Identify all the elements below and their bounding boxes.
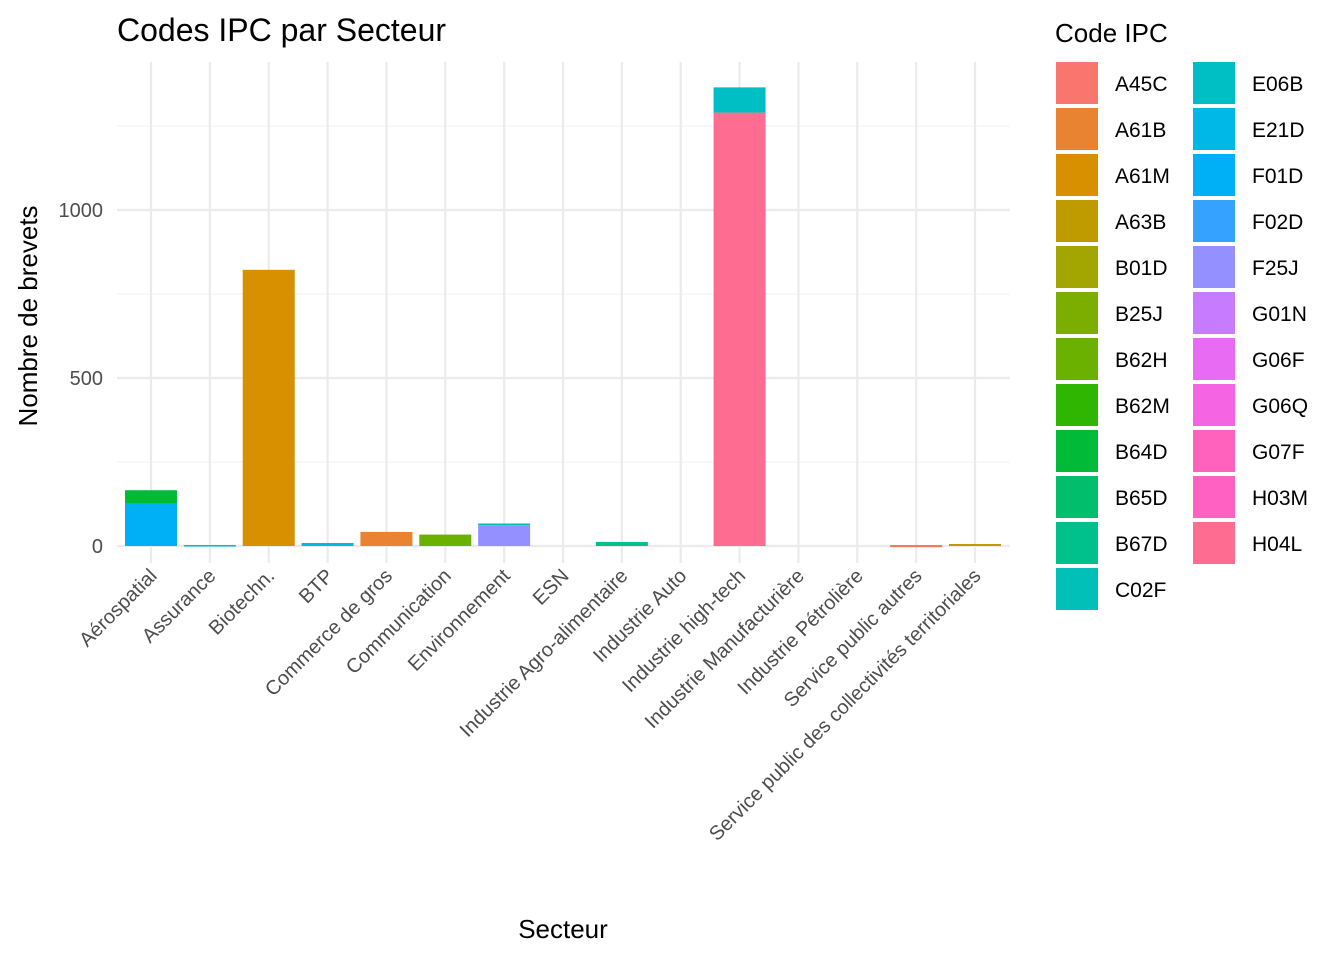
- legend-label: A63B: [1115, 211, 1166, 234]
- legend-key: [1193, 246, 1235, 288]
- legend-label: B64D: [1115, 441, 1168, 464]
- legend-label: H04L: [1252, 533, 1302, 556]
- legend-key: [1193, 200, 1235, 242]
- legend-label: G07F: [1252, 441, 1305, 464]
- legend-key: [1056, 476, 1098, 518]
- legend-label: G06F: [1252, 349, 1305, 372]
- legend-key: [1193, 476, 1235, 518]
- y-tick-label: 1000: [59, 200, 104, 222]
- legend-label: F01D: [1252, 165, 1303, 188]
- x-tick-label: BTP: [295, 565, 338, 608]
- legend-label: G06Q: [1252, 395, 1308, 418]
- legend-key: [1193, 154, 1235, 196]
- legend-title: Code IPC: [1055, 18, 1168, 48]
- legend-label: E21D: [1252, 119, 1305, 142]
- bar-segment: [360, 531, 413, 546]
- bar-segment: [125, 502, 177, 546]
- x-tick-label: Communication: [342, 565, 456, 679]
- legend-label: F25J: [1252, 257, 1299, 280]
- bars: [125, 87, 1001, 548]
- y-axis-ticks: 0 500 1000: [59, 200, 104, 558]
- bar-segment: [595, 541, 648, 546]
- bar-segment: [890, 544, 943, 547]
- x-axis-title: Secteur: [518, 914, 608, 944]
- x-tick-label: Service public des collectivités territo…: [705, 565, 985, 845]
- bar-segment: [419, 534, 472, 546]
- chart-title: Codes IPC par Secteur: [117, 12, 446, 48]
- grid: [117, 62, 1010, 563]
- legend-label: A45C: [1115, 73, 1168, 96]
- legend-key: [1193, 62, 1235, 104]
- legend-key: [1056, 522, 1098, 564]
- bar-segment: [125, 490, 177, 503]
- legend-label: B25J: [1115, 303, 1163, 326]
- legend-label: B62H: [1115, 349, 1168, 372]
- y-tick-label: 0: [92, 536, 103, 558]
- legend-label: C02F: [1115, 579, 1166, 602]
- legend-label: B01D: [1115, 257, 1168, 280]
- bar-segment: [713, 112, 766, 546]
- legend-key: [1193, 522, 1235, 564]
- legend-key: [1056, 154, 1098, 196]
- x-tick-label: ESN: [529, 565, 574, 610]
- legend-key: [1056, 62, 1098, 104]
- legend-key: [1193, 384, 1235, 426]
- legend-label: A61M: [1115, 165, 1170, 188]
- legend-label: B62M: [1115, 395, 1170, 418]
- bar-segment: [242, 269, 295, 546]
- legend-label: E06B: [1252, 73, 1303, 96]
- legend-key: [1056, 200, 1098, 242]
- legend-key: [1056, 430, 1098, 472]
- legend-key: [1056, 246, 1098, 288]
- legend-key: [1193, 108, 1235, 150]
- y-axis-title: Nombre de brevets: [13, 205, 43, 426]
- legend-label: H03M: [1252, 487, 1308, 510]
- legend-key: [1056, 108, 1098, 150]
- legend-label: B65D: [1115, 487, 1168, 510]
- legend-key: [1056, 568, 1098, 610]
- legend: A45C A61B A61M A63B B01D B25J B62H B62M B64D B65D…: [1056, 62, 1308, 610]
- legend-label: B67D: [1115, 533, 1168, 556]
- legend-key: [1056, 384, 1098, 426]
- legend-key: [1056, 338, 1098, 380]
- bar-segment: [713, 87, 766, 113]
- legend-key: [1193, 292, 1235, 334]
- bar-segment: [949, 543, 1001, 546]
- legend-label: A61B: [1115, 119, 1166, 142]
- y-tick-label: 500: [70, 368, 103, 390]
- legend-key: [1193, 338, 1235, 380]
- legend-label: F02D: [1252, 211, 1303, 234]
- legend-key: [1193, 430, 1235, 472]
- bar-segment: [478, 523, 531, 526]
- bar-segment: [301, 542, 354, 546]
- legend-label: G01N: [1252, 303, 1307, 326]
- legend-key: [1056, 292, 1098, 334]
- bar-segment: [478, 525, 531, 546]
- bar-segment: [183, 544, 236, 547]
- x-tick-label: Environnement: [404, 565, 515, 676]
